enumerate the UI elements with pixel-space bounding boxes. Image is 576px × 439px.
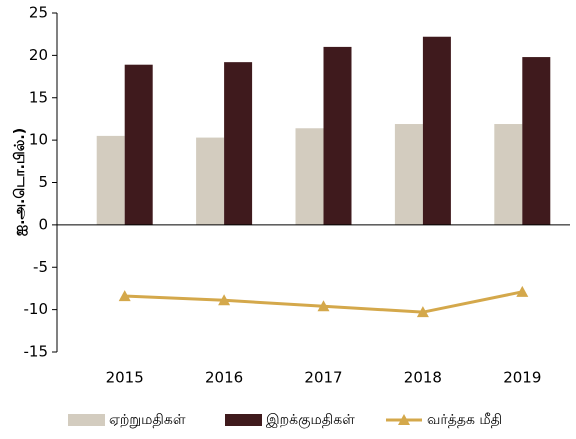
y-tick-label: 20	[29, 46, 48, 64]
y-axis-label: ஐ.அ.டொ.பில்.)	[12, 128, 28, 236]
bar	[522, 57, 551, 225]
x-tick-label: 2017	[304, 369, 342, 387]
x-tick-label: 2015	[106, 369, 144, 387]
y-tick-label: 10	[29, 131, 48, 149]
legend-swatch	[225, 414, 262, 426]
bar	[96, 135, 125, 225]
y-tick-label: -10	[24, 300, 49, 318]
bar	[422, 36, 451, 225]
y-tick-label: -15	[24, 343, 49, 361]
bar	[224, 62, 253, 225]
bar	[124, 64, 153, 225]
bar	[394, 124, 423, 225]
bar	[494, 124, 523, 225]
bar	[323, 46, 352, 225]
x-tick-label: 2016	[205, 369, 243, 387]
legend-label: இறக்குமதிகள்	[266, 412, 355, 429]
y-tick-label: 15	[29, 88, 48, 106]
x-tick-label: 2019	[503, 369, 541, 387]
y-tick-label: 25	[29, 4, 48, 22]
marker	[118, 290, 131, 302]
y-tick-label: 5	[38, 173, 48, 191]
marker	[516, 285, 529, 297]
y-tick-label: -5	[33, 258, 48, 276]
legend-marker	[398, 414, 410, 425]
legend-label: வர்த்தக மீதி	[427, 412, 502, 428]
bar	[295, 128, 324, 225]
marker	[416, 306, 429, 318]
marker	[317, 300, 330, 312]
legend-swatch	[68, 414, 105, 426]
legend-label: ஏற்றுமதிகள்	[109, 412, 186, 428]
marker	[218, 294, 231, 306]
bar	[196, 137, 225, 225]
x-tick-label: 2018	[404, 369, 442, 387]
y-tick-label: 0	[38, 215, 48, 233]
